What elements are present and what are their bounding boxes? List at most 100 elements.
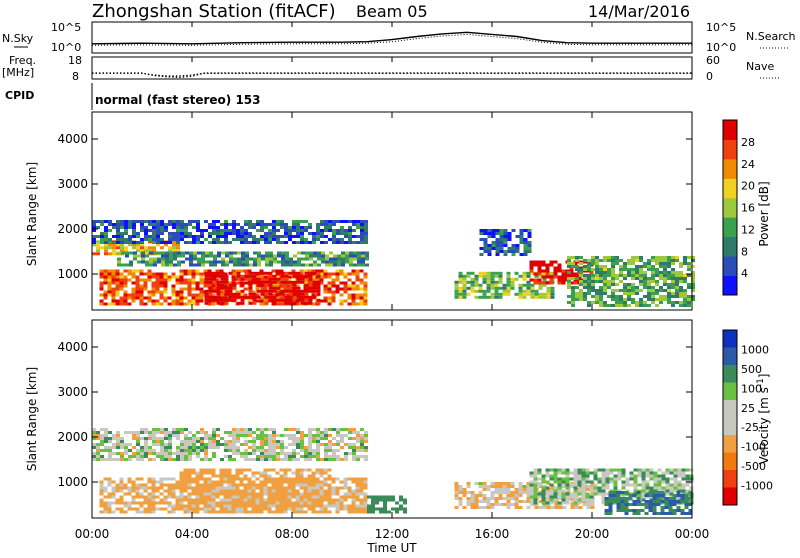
vel-cells-cell-0 — [144, 446, 148, 449]
vel-cells-cell-2 — [223, 492, 228, 496]
vel-cells-cell-0 — [208, 437, 212, 440]
power-cells-cell-7 — [587, 265, 591, 268]
power-cells-cell-4 — [144, 238, 148, 241]
power-cells-cell-3 — [245, 257, 249, 261]
vel-cells-cell-1 — [119, 486, 124, 490]
vel-cells-cell-2 — [211, 483, 216, 487]
vel-cells-cell-0 — [180, 431, 184, 434]
vel-cells-cell-5 — [565, 468, 570, 472]
power-cells-cell-1 — [300, 301, 305, 305]
vel-cells-cell-0 — [336, 434, 340, 437]
vel-cells-cell-0 — [324, 452, 328, 455]
power-cells-cell-3 — [357, 263, 361, 267]
power-cells-cell-6 — [541, 260, 546, 264]
power-cells-cell-1 — [300, 289, 305, 293]
power-cells-cell-4 — [208, 223, 212, 226]
vel-cells-cell-1 — [151, 477, 156, 481]
vel-cells-cell-0 — [192, 443, 196, 446]
power-cells-cell-3 — [209, 263, 213, 267]
power-cells-cell-0 — [335, 284, 340, 288]
vel-cells-cell-1 — [131, 486, 136, 490]
power-cells-cell-0 — [111, 293, 116, 297]
vel-cells-cell-2 — [203, 504, 208, 508]
power-cells-cell-0 — [343, 275, 348, 279]
power-cells-cell-8 — [499, 232, 504, 235]
power-cells-cell-4 — [236, 229, 240, 232]
nsearch-label: N.Search — [746, 30, 796, 43]
power-cells-cell-7 — [619, 274, 623, 277]
power-cells-cell-0 — [99, 269, 104, 273]
vel-cells-cell-5 — [641, 480, 646, 484]
vel-cbar-swatch — [723, 487, 737, 506]
power-cells-cell-0 — [99, 281, 104, 285]
power-cells-cell-4 — [200, 232, 204, 235]
power-cells-cell-3 — [353, 263, 357, 267]
power-cells-cell-0 — [343, 290, 348, 294]
power-cells-cell-4 — [180, 232, 184, 235]
vel-cells-cell-4 — [574, 506, 579, 509]
power-cells-cell-4 — [320, 235, 324, 238]
power-cells-cell-0 — [187, 281, 192, 285]
power-cells-cell-4 — [172, 238, 176, 241]
power-cells-cell-0 — [339, 293, 344, 297]
power-cells-cell-1 — [220, 286, 225, 290]
power-cells-cell-1 — [300, 292, 305, 296]
power-cells-cell-7 — [583, 277, 587, 280]
vel-cells-cell-2 — [215, 480, 220, 484]
power-cells-cell-1 — [272, 286, 277, 290]
vel-cells-cell-1 — [123, 510, 128, 514]
power-cells-cell-0 — [183, 302, 188, 306]
vel-cells-cell-0 — [288, 458, 292, 461]
power-cells-cell-7 — [567, 271, 571, 274]
power-cells-cell-0 — [99, 287, 104, 291]
power-cells-cell-4 — [324, 235, 328, 238]
vel-cells-cell-2 — [303, 483, 308, 487]
power-cells-cell-5 — [474, 280, 479, 284]
vel-cells-cell-0 — [280, 458, 284, 461]
power-cells-cell-4 — [220, 229, 224, 232]
vel-cells-cell-5 — [613, 468, 618, 472]
vel-cells-cell-5 — [533, 474, 538, 478]
vel-cells-cell-2 — [251, 501, 256, 505]
vel-cells-cell-2 — [327, 495, 332, 499]
vel-cells-cell-1 — [143, 498, 148, 502]
vel-cells-cell-0 — [180, 443, 184, 446]
power-cells-cell-6 — [533, 278, 538, 282]
vel-cells-cell-2 — [207, 477, 212, 481]
vel-cells-cell-0 — [312, 449, 316, 452]
vel-cells-cell-4 — [538, 506, 543, 509]
power-cells-cell-0 — [347, 287, 352, 291]
power-cells-cell-8 — [487, 229, 492, 232]
power-cells-cell-2 — [164, 243, 168, 247]
power-cells-cell-3 — [289, 260, 293, 264]
vel-cells-cell-1 — [151, 483, 156, 487]
vel-cells-cell-1 — [115, 507, 120, 511]
power-cells-cell-5 — [486, 271, 491, 275]
power-cells-cell-1 — [208, 289, 213, 293]
vel-cells-cell-1 — [171, 483, 176, 487]
vel-cells-cell-0 — [308, 428, 312, 431]
vel-cells-cell-1 — [243, 489, 248, 493]
power-cells-cell-3 — [241, 257, 245, 261]
power-cells-cell-7 — [571, 295, 575, 298]
vel-cells-cell-2 — [307, 483, 312, 487]
power-cells-cell-0 — [123, 296, 128, 300]
vel-cells-cell-2 — [279, 468, 284, 472]
vel-cells-cell-2 — [183, 477, 188, 481]
vel-cells-cell-1 — [127, 486, 132, 490]
power-cells-cell-1 — [232, 298, 237, 302]
freq-series-frequency — [92, 72, 692, 79]
power-cells-cell-0 — [151, 281, 156, 285]
power-cells-cell-7 — [639, 256, 643, 259]
vel-cells-cell-0 — [268, 428, 272, 431]
vel-cells-cell-0 — [180, 446, 184, 449]
power-cells-cell-0 — [235, 290, 240, 294]
vel-cells-cell-0 — [272, 452, 276, 455]
power-cells-cell-4 — [340, 220, 344, 223]
vel-cells-cell-0 — [308, 452, 312, 455]
vel-cells-cell-6 — [672, 512, 677, 515]
vel-cells-cell-2 — [327, 501, 332, 505]
vel-cells-cell-0 — [140, 458, 144, 461]
vel-cells-cell-3 — [375, 498, 379, 502]
vel-cells-cell-0 — [120, 452, 124, 455]
